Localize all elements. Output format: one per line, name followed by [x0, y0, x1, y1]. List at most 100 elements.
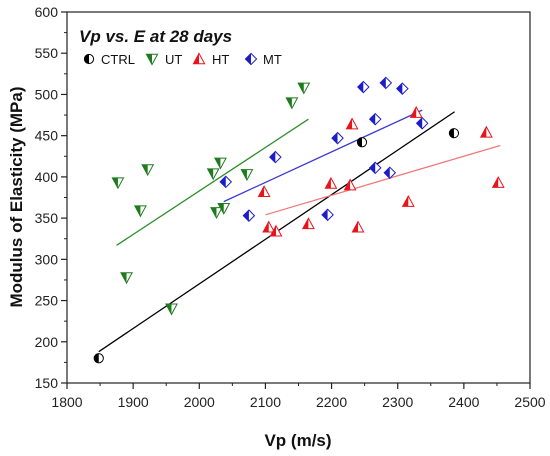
trend-line-ht — [265, 144, 501, 216]
marker-outline — [133, 205, 147, 218]
legend-marker-ut — [145, 53, 159, 66]
y-tick-label: 450 — [35, 128, 59, 144]
data-point-ht — [343, 178, 357, 191]
marker-outline — [331, 131, 344, 145]
marker-outline — [409, 105, 423, 118]
marker-outline — [165, 303, 178, 316]
trend-line-mt — [223, 109, 423, 203]
chart-title: Vp vs. E at 28 days — [79, 27, 232, 46]
x-tick-label: 2300 — [382, 394, 413, 410]
legend-item-ht: HT — [192, 52, 229, 67]
legend-item-ut: UT — [145, 52, 182, 67]
marker-fill — [416, 117, 423, 129]
marker-outline — [448, 128, 459, 139]
marker-outline — [343, 178, 357, 191]
marker-fill — [369, 162, 376, 174]
data-point-ht — [409, 105, 423, 118]
y-tick-label: 500 — [35, 86, 59, 102]
data-point-ut — [120, 272, 133, 285]
marker-outline — [83, 53, 95, 65]
data-point-ht — [479, 125, 493, 138]
marker-fill — [245, 53, 251, 65]
marker-fill — [396, 83, 403, 95]
marker-outline — [210, 207, 223, 219]
marker-outline — [321, 208, 334, 222]
marker-fill — [331, 132, 338, 144]
data-point-ht — [257, 185, 271, 197]
data-point-ut — [240, 169, 254, 182]
marker-outline — [206, 168, 220, 181]
data-point-ut — [133, 205, 147, 218]
data-point-ht — [401, 194, 415, 207]
y-tick-label: 200 — [35, 334, 59, 350]
marker-outline — [324, 176, 338, 189]
marker-outline — [356, 137, 368, 148]
marker-outline — [242, 209, 256, 222]
data-point-mt — [368, 161, 382, 175]
data-point-mt — [368, 112, 382, 126]
y-tick-label: 600 — [35, 4, 59, 20]
data-point-ctrl — [93, 353, 104, 364]
marker-fill — [243, 210, 249, 222]
data-point-mt — [383, 166, 397, 180]
marker-outline — [93, 353, 104, 364]
data-point-mt — [357, 80, 370, 94]
x-tick-label: 2500 — [514, 394, 545, 410]
marker-outline — [415, 116, 429, 130]
y-tick-label: 250 — [35, 293, 59, 309]
data-point-ut — [214, 157, 227, 170]
data-point-mt — [415, 116, 429, 130]
marker-outline — [262, 220, 276, 233]
legend-label-ut: UT — [165, 52, 182, 67]
data-point-mt — [379, 76, 393, 90]
marker-outline — [192, 52, 206, 65]
marker-outline — [379, 76, 393, 90]
marker-fill — [220, 176, 226, 188]
y-axis-label: Modulus of Elasticity (MPa) — [7, 86, 26, 307]
marker-outline — [285, 97, 299, 110]
marker-outline — [219, 175, 233, 189]
data-point-mt — [219, 175, 233, 189]
data-point-mt — [396, 82, 409, 95]
data-point-ut — [206, 168, 220, 181]
data-point-ut — [217, 202, 231, 215]
marker-outline — [396, 82, 409, 95]
y-tick-label: 550 — [35, 45, 59, 61]
marker-fill — [357, 137, 362, 147]
data-point-ht — [262, 220, 276, 233]
legend: CTRL UT HT MT — [83, 52, 282, 67]
marker-outline — [214, 157, 227, 170]
marker-outline — [240, 169, 254, 182]
y-tick-label: 300 — [35, 251, 59, 267]
marker-fill — [369, 113, 376, 125]
data-point-ht — [345, 117, 359, 130]
x-tick-label: 2200 — [316, 394, 347, 410]
data-point-ht — [269, 224, 283, 237]
marker-fill — [269, 151, 276, 163]
marker-outline — [269, 224, 283, 237]
data-point-ut — [297, 82, 311, 95]
legend-item-ctrl: CTRL — [83, 52, 135, 67]
data-point-ht — [351, 220, 365, 233]
marker-outline — [297, 82, 311, 95]
trend-line-ut — [116, 118, 309, 246]
legend-item-mt: MT — [244, 52, 282, 67]
legend-marker-mt — [244, 52, 258, 66]
marker-outline — [368, 161, 382, 175]
marker-outline — [257, 185, 271, 197]
y-tick-label: 350 — [35, 210, 59, 226]
marker-outline — [244, 52, 258, 66]
x-tick-label: 2400 — [448, 394, 479, 410]
data-point-mt — [331, 131, 344, 145]
data-point-mt — [321, 208, 334, 222]
marker-outline — [217, 202, 231, 215]
data-point-mt — [242, 209, 256, 222]
marker-outline — [479, 125, 493, 138]
marker-outline — [351, 220, 365, 233]
marker-outline — [368, 112, 382, 126]
data-point-ht — [491, 176, 505, 188]
marker-outline — [145, 53, 159, 66]
marker-fill — [322, 209, 328, 221]
x-axis: 1800 1900 2000 2100 2200 2300 2400 2500 — [51, 383, 546, 410]
